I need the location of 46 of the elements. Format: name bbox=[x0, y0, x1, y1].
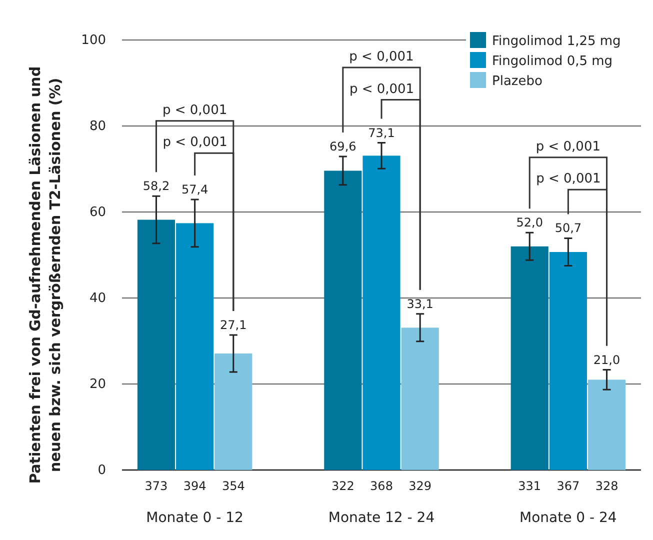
bar bbox=[401, 328, 439, 470]
y-tick-label: 20 bbox=[89, 377, 106, 392]
bar bbox=[324, 170, 362, 470]
bar bbox=[588, 380, 626, 470]
data-label: 69,6 bbox=[330, 140, 356, 154]
text: 331 bbox=[518, 479, 542, 493]
annotation: p < 0,001 bbox=[349, 82, 414, 97]
data-label: 33,1 bbox=[406, 296, 434, 311]
bar bbox=[362, 156, 400, 470]
data-label: 57,4 bbox=[181, 182, 208, 197]
x-tick-label: Monate 0 - 24 bbox=[520, 510, 617, 526]
legend-label: Fingolimod 0,5 mg bbox=[492, 54, 613, 69]
y-tick-label: 100 bbox=[81, 33, 106, 48]
annotation: p < 0,001 bbox=[536, 139, 601, 154]
annotation: p < 0,001 bbox=[349, 50, 414, 65]
text: 329 bbox=[408, 479, 432, 493]
data-label: 27,1 bbox=[220, 318, 247, 332]
y-tick-label: 40 bbox=[89, 291, 106, 306]
text: 367 bbox=[556, 479, 580, 493]
y-tick-label: 0 bbox=[98, 463, 106, 478]
annotation: p < 0,001 bbox=[162, 102, 228, 118]
legend-label: Plazebo bbox=[492, 74, 542, 89]
data-label: 58,2 bbox=[142, 179, 170, 194]
data-label: 50,7 bbox=[554, 221, 582, 236]
y-tick-label: 60 bbox=[89, 205, 106, 220]
data-label: 21,0 bbox=[593, 352, 620, 367]
y-axis-title: Patienten frei von Gd-aufnehmenden Läsionen und neuen bzw. sich vergrößernden T2-Läsionen (%) bbox=[28, 66, 64, 484]
bar bbox=[176, 223, 214, 470]
text: 328 bbox=[595, 479, 618, 493]
bar bbox=[549, 252, 587, 470]
data-label: 52,0 bbox=[516, 216, 543, 230]
x-tick-label: Monate 0 - 12 bbox=[146, 510, 244, 526]
data-label: 73,1 bbox=[368, 126, 395, 140]
annotation: p < 0,001 bbox=[162, 135, 228, 150]
text: 394 bbox=[183, 479, 206, 493]
text: 368 bbox=[370, 479, 393, 493]
text: 354 bbox=[222, 479, 245, 493]
text: 322 bbox=[331, 479, 354, 493]
text: 373 bbox=[144, 479, 168, 493]
bar bbox=[214, 353, 252, 470]
annotation: p < 0,001 bbox=[536, 172, 601, 187]
y-tick-label: 80 bbox=[89, 119, 106, 134]
bar bbox=[137, 220, 176, 470]
bar bbox=[510, 246, 548, 470]
x-tick-label: Monate 12 - 24 bbox=[328, 510, 435, 526]
legend-label: Fingolimod 1,25 mg bbox=[492, 34, 621, 49]
